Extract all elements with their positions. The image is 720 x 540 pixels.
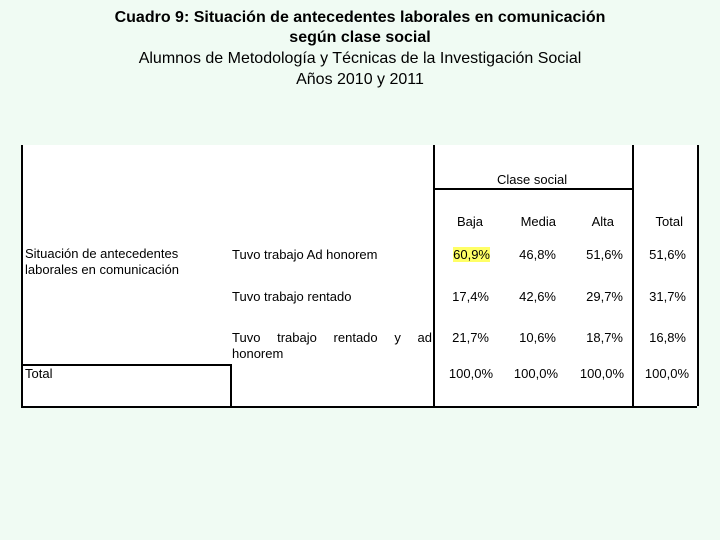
caption-line-2: según clase social [289,29,431,46]
row-variable-label: Situación de antecedentes laborales en c… [25,246,225,278]
cell-total-total: 100,0% [644,366,689,381]
col-header-media: Media [520,214,556,229]
caption-line-1: Cuadro 9: Situación de antecedentes labo… [114,9,606,26]
caption-line-3: Alumnos de Metodología y Técnicas de la … [138,50,582,67]
cell-r1-media: 46,8% [519,247,556,262]
total-rule [23,364,231,366]
row-variable-text: Situación de antecedentes laborales en c… [25,246,179,277]
col-divider-baja [433,189,435,406]
total-row-label: Total [25,366,53,381]
row-label-ad-honorem: Tuvo trabajo Ad honorem [232,247,378,262]
caption-line-4: Años 2010 y 2011 [296,71,424,88]
cell-r1-total: 51,6% [649,247,686,262]
cell-r3-media: 10,6% [519,330,556,345]
cell-r3-alta: 18,7% [586,330,623,345]
group-header-clase-social: Clase social [497,172,568,187]
cell-r2-baja: 17,4% [452,289,489,304]
cell-r1-baja: 60,9% [430,247,490,263]
cell-total-alta: 100,0% [579,366,624,381]
col-header-baja: Baja [456,214,483,229]
row-label-rentado: Tuvo trabajo rentado [232,289,352,304]
table-caption: Cuadro 9: Situación de antecedentes labo… [0,8,720,90]
total-divider [230,364,232,406]
highlighted-value: 60,9% [453,247,490,262]
cell-r3-baja: 21,7% [452,330,489,345]
cell-total-baja: 100,0% [448,366,493,381]
row-label-rentado-ad-honorem-line1: Tuvo trabajo rentado y ad [232,330,432,345]
cell-r2-total: 31,7% [649,289,686,304]
header-rule [433,188,634,190]
table-right-border [697,145,699,406]
cell-r1-alta: 51,6% [586,247,623,262]
cell-total-media: 100,0% [513,366,558,381]
col-header-alta: Alta [591,214,614,229]
col-divider-total [632,189,634,406]
header-divider-left [433,145,435,189]
col-header-total: Total [655,214,683,229]
header-divider-right [632,145,634,189]
cell-r2-alta: 29,7% [586,289,623,304]
cell-r2-media: 42,6% [519,289,556,304]
cell-r3-total: 16,8% [649,330,686,345]
row-label-rentado-ad-honorem-line2: honorem [232,346,284,361]
crosstab-table: Clase social Baja Media Alta Total Situa… [21,145,699,408]
